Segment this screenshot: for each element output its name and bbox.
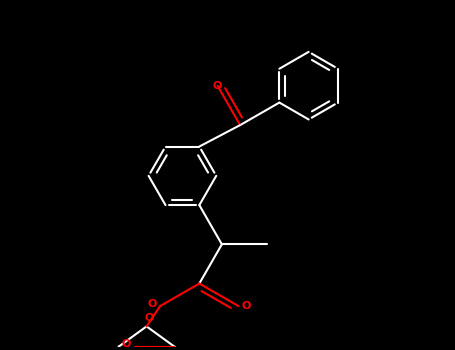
Text: O: O	[144, 313, 153, 323]
Text: O: O	[213, 81, 222, 91]
Text: O: O	[147, 299, 157, 309]
Text: O: O	[242, 301, 251, 311]
Text: O: O	[121, 340, 131, 349]
